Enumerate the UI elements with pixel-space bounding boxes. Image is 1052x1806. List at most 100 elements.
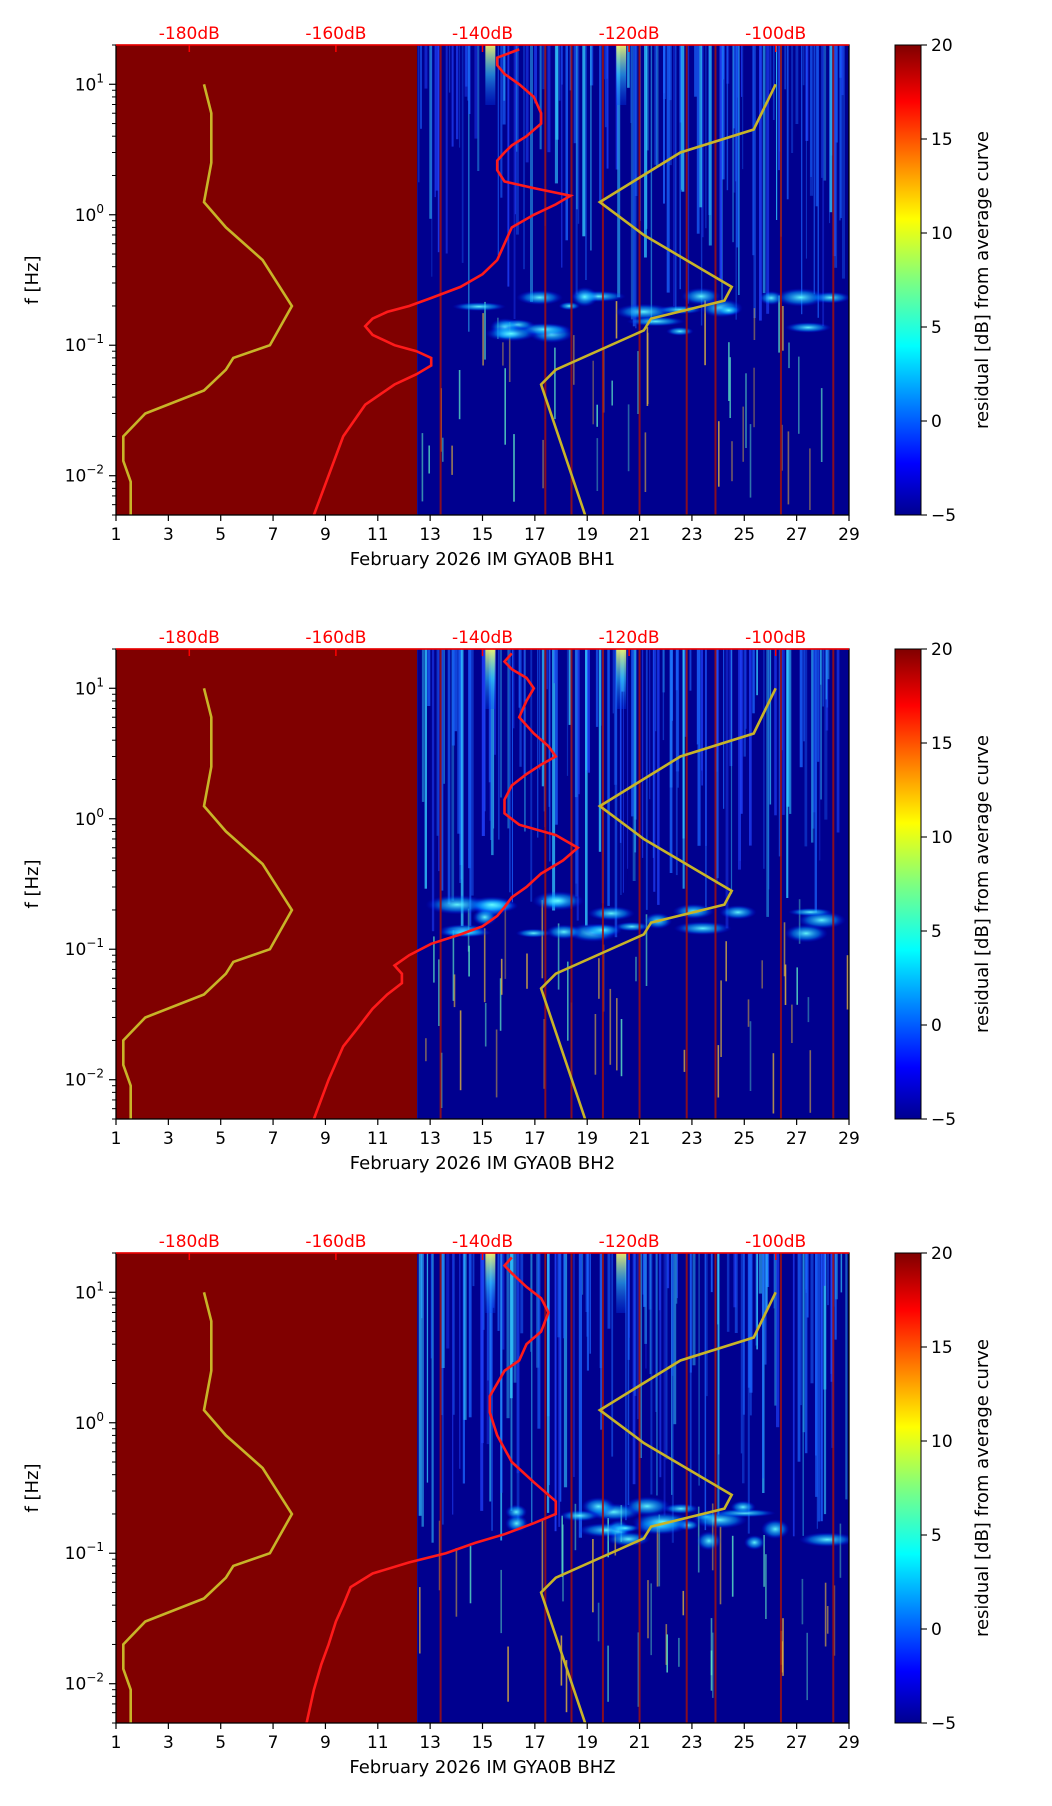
high-noise-model-curve	[539, 83, 777, 515]
noise-spike	[484, 1003, 487, 1047]
noise-stripe	[689, 649, 692, 691]
noise-stripe	[547, 45, 551, 153]
noise-stripe	[509, 649, 511, 893]
high-noise-model-curve	[539, 687, 777, 1119]
noise-stripe	[644, 1253, 647, 1344]
noise-spike	[452, 930, 455, 1001]
noise-stripe	[586, 1253, 589, 1371]
top-axis-label: -100dB	[745, 628, 806, 648]
noise-stripe	[507, 45, 510, 287]
noise-stripe	[587, 649, 590, 773]
noise-stripe	[431, 1253, 434, 1543]
spectrogram-texture	[418, 1253, 849, 1723]
noise-stripe	[634, 649, 637, 853]
noise-spike	[500, 1569, 502, 1634]
x-tick-label: 11	[367, 1129, 389, 1149]
noise-spike	[507, 1646, 509, 1702]
noise-stripe	[435, 45, 439, 191]
noise-stripe	[736, 45, 739, 248]
noise-spike	[502, 342, 504, 366]
noise-spike	[495, 1029, 498, 1098]
x-tick-label: 25	[733, 1129, 755, 1149]
x-tick-label: 11	[367, 525, 389, 545]
noise-spike	[749, 424, 752, 498]
microseism-blob	[559, 1510, 600, 1522]
noise-stripe	[762, 1253, 764, 1479]
noise-stripe	[509, 1253, 513, 1399]
noise-stripe	[645, 45, 649, 151]
x-tick-label: 23	[681, 1733, 703, 1753]
noise-stripe	[674, 45, 677, 311]
noise-stripe	[673, 45, 675, 307]
noise-stripe	[799, 649, 803, 768]
noise-stripe	[434, 45, 436, 198]
noise-spike	[597, 1602, 600, 1642]
noise-stripe	[665, 1253, 668, 1460]
microseism-blob	[587, 906, 635, 921]
colorbar-tick-label: 5	[931, 318, 942, 338]
noise-spike	[718, 421, 720, 487]
plot-area	[116, 649, 849, 1119]
noise-stripe	[577, 45, 580, 224]
noise-stripe	[702, 45, 704, 238]
noise-stripe	[652, 649, 654, 858]
noise-stripe	[820, 649, 822, 685]
noise-stripe	[716, 649, 718, 885]
noise-stripe	[516, 1253, 520, 1523]
noise-stripe	[832, 45, 836, 257]
noise-stripe	[827, 1253, 829, 1306]
noise-stripe	[650, 45, 653, 323]
noise-stripe	[604, 45, 606, 80]
y-axis-label: f [Hz]	[22, 255, 43, 304]
x-tick-label: 27	[786, 525, 808, 545]
noise-stripe	[418, 45, 420, 183]
noise-stripe	[641, 649, 644, 858]
noise-stripe	[829, 45, 833, 213]
no-data-region	[116, 1253, 418, 1723]
noise-stripe	[816, 1253, 818, 1529]
noise-stripe	[681, 45, 685, 192]
x-tick-label: 5	[215, 1733, 226, 1753]
noise-stripe	[829, 45, 831, 224]
noise-stripe	[506, 1253, 510, 1419]
y-tick-label: 10−1	[65, 1540, 104, 1564]
noise-spike	[499, 978, 502, 1031]
noise-stripe	[697, 649, 701, 846]
noise-spike	[826, 1606, 829, 1634]
y-tick-label: 101	[75, 675, 104, 699]
noise-stripe	[668, 45, 672, 101]
microseism-blob	[485, 325, 537, 342]
x-tick-label: 7	[268, 1733, 279, 1753]
noise-stripe	[653, 649, 656, 892]
noise-stripe	[454, 649, 458, 732]
noise-stripe	[632, 649, 636, 881]
noise-spike	[562, 1524, 564, 1602]
noise-stripe	[752, 45, 755, 256]
colorbar-tick-label: 0	[931, 412, 942, 432]
x-tick-label: 1	[111, 525, 122, 545]
noise-stripe	[786, 649, 789, 898]
noise-spike	[710, 1650, 713, 1691]
noise-stripe	[699, 649, 701, 753]
noise-stripe	[802, 45, 805, 86]
noise-stripe	[776, 1253, 780, 1428]
noise-stripe	[740, 1253, 743, 1454]
noise-stripe	[513, 1253, 517, 1383]
noise-spike	[592, 360, 594, 425]
noise-stripe	[615, 45, 619, 170]
noise-stripe	[655, 45, 659, 167]
noise-spike	[616, 998, 618, 1071]
noise-stripe	[525, 45, 529, 163]
noise-stripe	[769, 649, 772, 805]
noise-stripe	[472, 1253, 475, 1287]
noise-stripe	[558, 1253, 561, 1527]
noise-stripe	[576, 649, 579, 921]
noise-stripe	[644, 45, 647, 258]
median-psd-curve	[312, 652, 581, 1119]
colorbar-tick-label: 5	[931, 1526, 942, 1546]
noise-stripe	[841, 45, 844, 96]
noise-spike	[839, 1523, 842, 1578]
noise-stripe	[554, 1253, 557, 1532]
noise-stripe	[817, 649, 820, 762]
microseism-blob	[775, 288, 826, 307]
